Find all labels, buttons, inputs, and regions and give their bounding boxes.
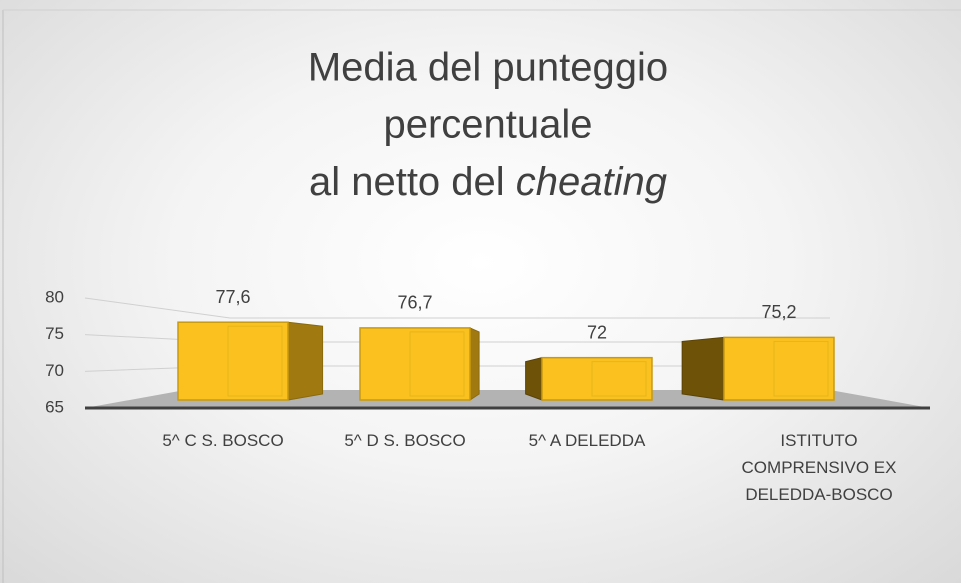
x-tick-label: 5^ D S. BOSCO	[344, 431, 466, 450]
bar-highlight	[773, 340, 829, 397]
bar	[723, 336, 835, 401]
bar	[177, 321, 289, 401]
y-tick-label: 70	[45, 361, 64, 380]
bar	[359, 327, 471, 401]
chart-title: percentuale	[383, 103, 592, 147]
bar-highlight	[227, 325, 283, 397]
x-tick-label: 5^ A DELEDDA	[528, 431, 646, 450]
chart-title: al netto del cheating	[309, 160, 667, 204]
bar	[541, 356, 653, 401]
y-tick-label: 80	[45, 287, 64, 306]
bar-side	[681, 336, 725, 401]
bar-side	[469, 327, 480, 401]
chart-title: al netto del	[309, 160, 505, 204]
bar-highlight	[591, 361, 647, 397]
x-tick-label: 5^ C S. BOSCO	[162, 431, 284, 450]
y-tick-label: 75	[45, 324, 64, 343]
chart-title-emphasis: cheating	[516, 160, 667, 204]
data-label: 77,6	[215, 287, 250, 307]
chart-title: Media del punteggio	[308, 46, 668, 90]
y-tick-label: 65	[45, 397, 64, 416]
bar-side	[525, 357, 543, 401]
bar-side	[287, 321, 324, 401]
bar-highlight	[409, 331, 465, 397]
x-tick-label: ISTITUTO COMPRENSIVO EX DELEDDA-BOSCO	[741, 431, 897, 504]
data-label: 76,7	[397, 293, 432, 313]
data-label: 72	[587, 322, 607, 342]
grid-line	[84, 297, 830, 319]
data-label: 75,2	[761, 302, 796, 322]
